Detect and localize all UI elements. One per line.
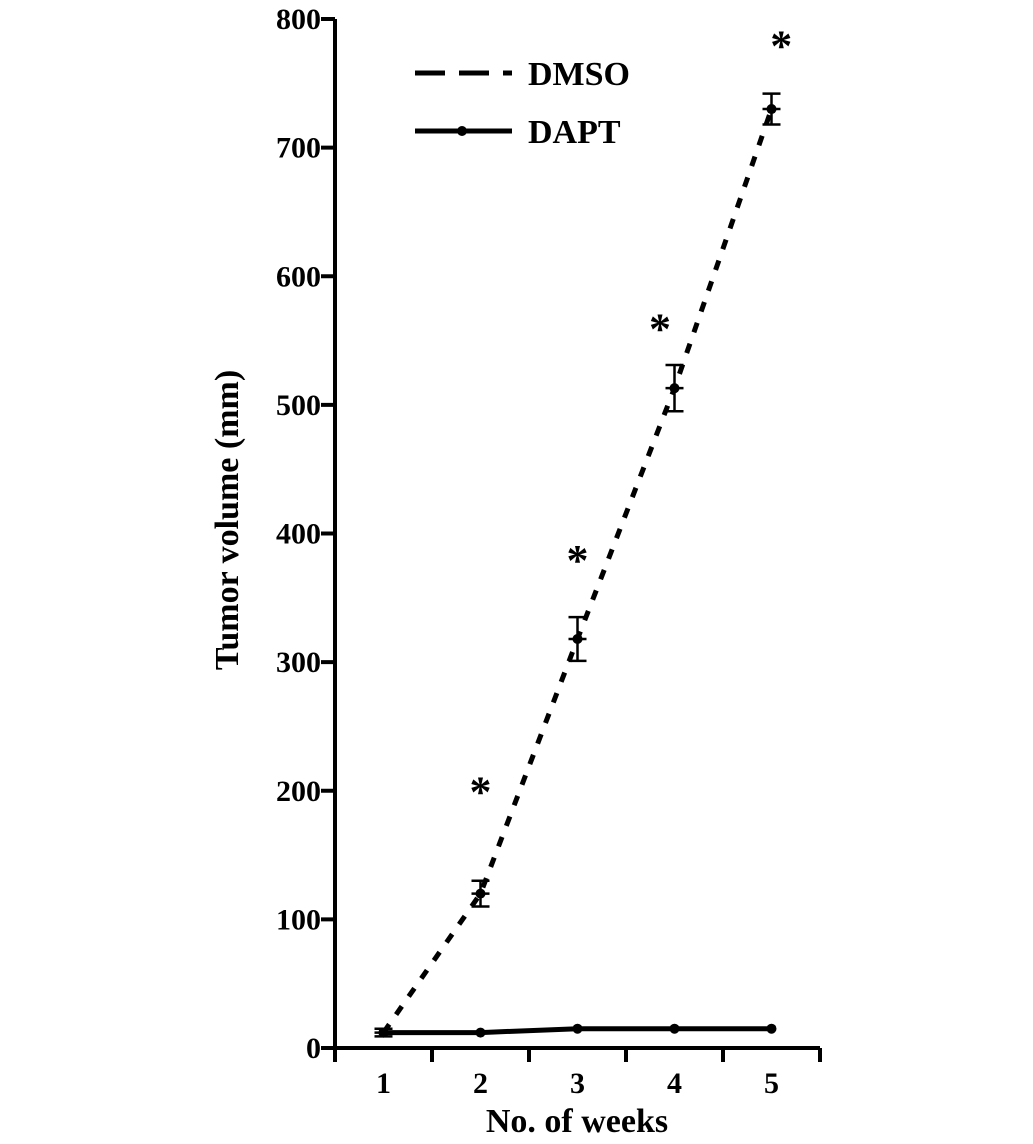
significance-marker: * <box>649 304 671 353</box>
data-point-dapt <box>378 1027 389 1038</box>
y-tick-label: 600 <box>276 260 321 293</box>
chart-marks: * * * * <box>374 21 792 1038</box>
error-bar-dmso <box>665 363 684 413</box>
y-tick-label: 300 <box>276 646 321 679</box>
y-tick-label: 0 <box>306 1032 321 1065</box>
x-axis-title: No. of weeks <box>486 1103 668 1139</box>
significance-marker: * <box>567 536 589 585</box>
legend-marker-dapt <box>457 126 467 136</box>
x-tick-label: 1 <box>376 1067 391 1100</box>
y-tick-label: 200 <box>276 775 321 808</box>
significance-marker: * <box>470 767 492 816</box>
error-bar-dmso <box>762 92 781 126</box>
data-point-dapt <box>766 1023 777 1034</box>
y-tick-label: 500 <box>276 389 321 422</box>
x-tick-label: 4 <box>667 1067 682 1100</box>
data-point-dapt <box>475 1027 486 1038</box>
legend-label-dapt: DAPT <box>528 114 621 151</box>
error-bar-dmso <box>471 879 490 908</box>
x-tick-label: 5 <box>764 1067 779 1100</box>
y-tick-label: 100 <box>276 903 321 936</box>
error-bar-dmso <box>568 615 587 663</box>
x-tick-label: 2 <box>473 1067 488 1100</box>
y-tick-label: 700 <box>276 132 321 165</box>
axes: 0 100 200 300 400 500 600 700 800 1 2 3 4 5 <box>276 3 822 1100</box>
data-point-dapt <box>669 1023 680 1034</box>
data-point-dapt <box>572 1023 583 1034</box>
legend-label-dmso: DMSO <box>528 56 630 93</box>
y-tick-label: 400 <box>276 518 321 551</box>
significance-marker: * <box>770 21 792 70</box>
y-axis-title: Tumor volume (mm) <box>209 370 246 670</box>
x-tick-label: 3 <box>570 1067 585 1100</box>
y-tick-label: 800 <box>276 3 321 36</box>
legend: DMSO DAPT <box>415 56 630 151</box>
